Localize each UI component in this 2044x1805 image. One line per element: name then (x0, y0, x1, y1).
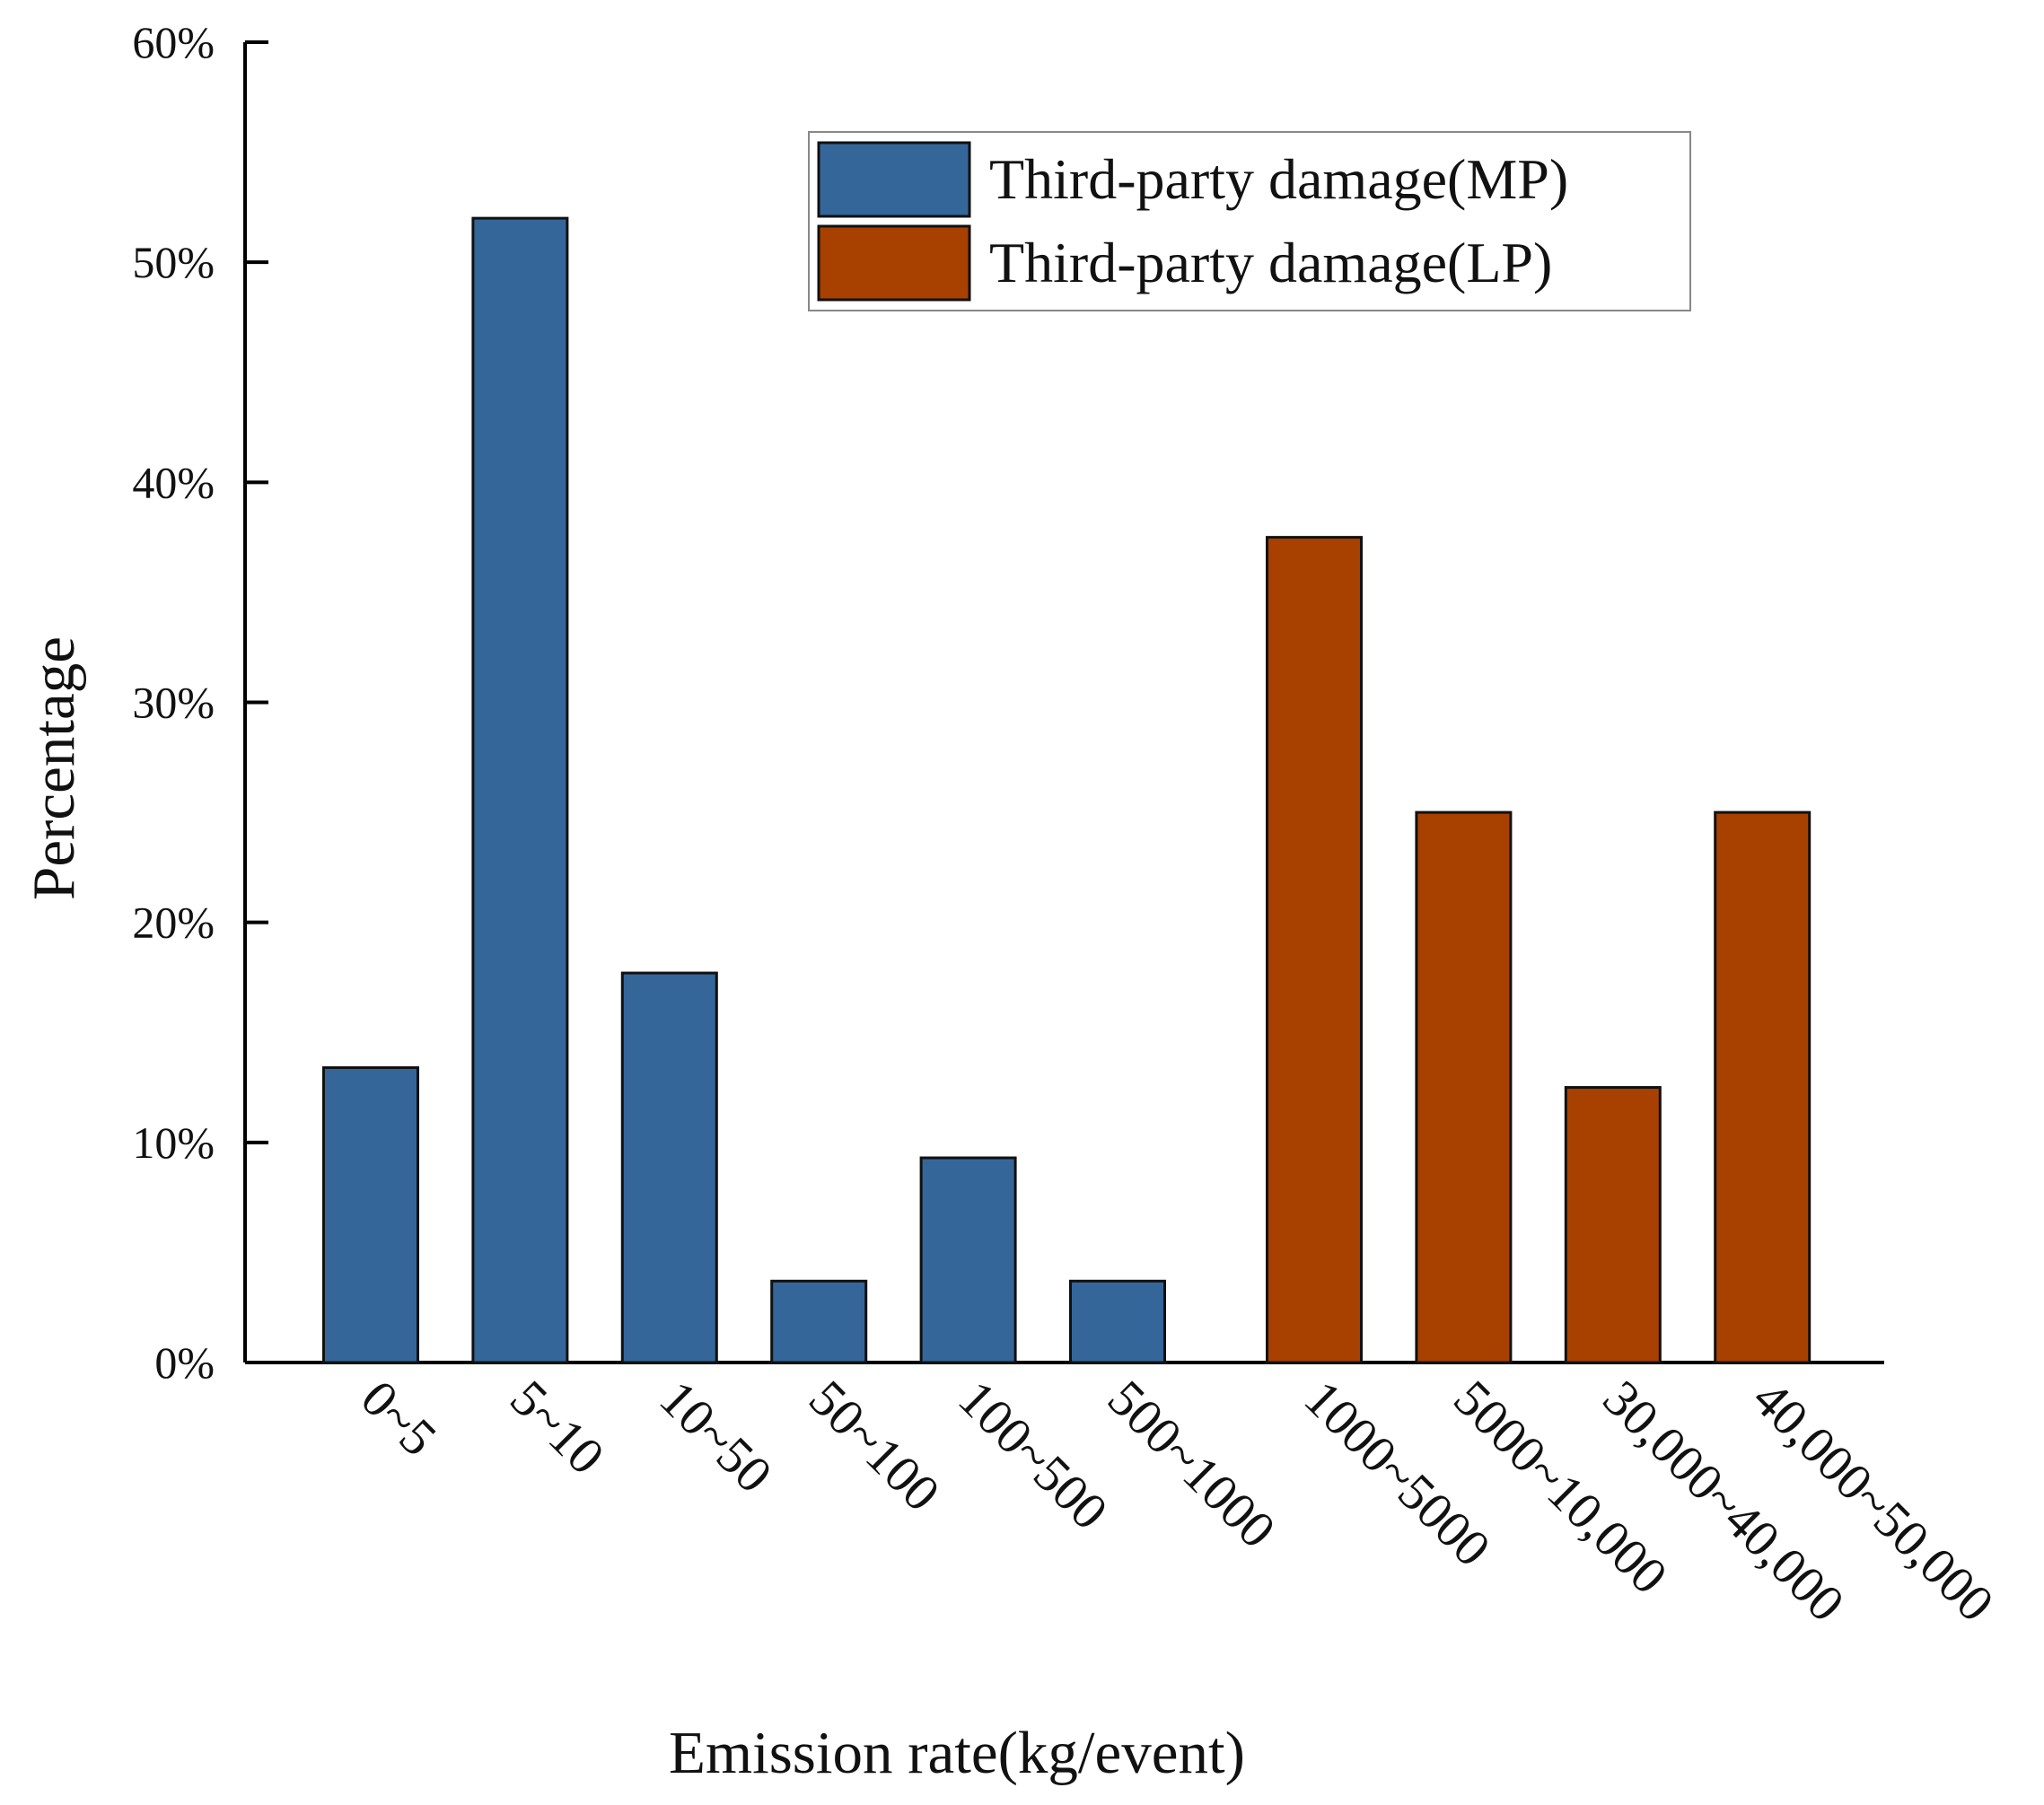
x-axis-label: Emission rate(kg/event) (669, 1720, 1245, 1786)
bar (471, 216, 569, 1364)
bar (770, 1279, 868, 1364)
bar (919, 1156, 1017, 1364)
y-tick-label: 20% (132, 898, 215, 948)
bar (322, 1065, 419, 1364)
x-tick-label: 50~100 (798, 1369, 952, 1522)
y-tick-label: 40% (132, 457, 215, 507)
bar (1714, 810, 1812, 1364)
legend-label: Third-party damage(MP) (989, 147, 1568, 211)
y-tick-label: 50% (132, 237, 215, 287)
y-tick-label: 30% (132, 678, 215, 728)
x-tick-label: 500~1000 (1097, 1369, 1287, 1559)
bar (1069, 1279, 1166, 1364)
y-tick-label: 0% (154, 1337, 215, 1388)
y-axis-label: Percentage (21, 636, 87, 900)
bar (1564, 1086, 1662, 1364)
y-tick-label: 60% (132, 17, 215, 67)
x-tick-label: 10~50 (649, 1369, 784, 1503)
bar (1415, 810, 1513, 1364)
legend-swatch (817, 224, 971, 302)
bar (620, 971, 718, 1364)
legend-swatch (817, 141, 971, 218)
x-tick-label: 0~5 (350, 1369, 448, 1467)
x-tick-label: 100~500 (947, 1369, 1118, 1540)
x-tick-label: 5~10 (499, 1369, 616, 1485)
legend-label: Third-party damage(LP) (989, 231, 1552, 294)
y-tick-label: 10% (132, 1117, 215, 1168)
bar (1266, 536, 1363, 1364)
